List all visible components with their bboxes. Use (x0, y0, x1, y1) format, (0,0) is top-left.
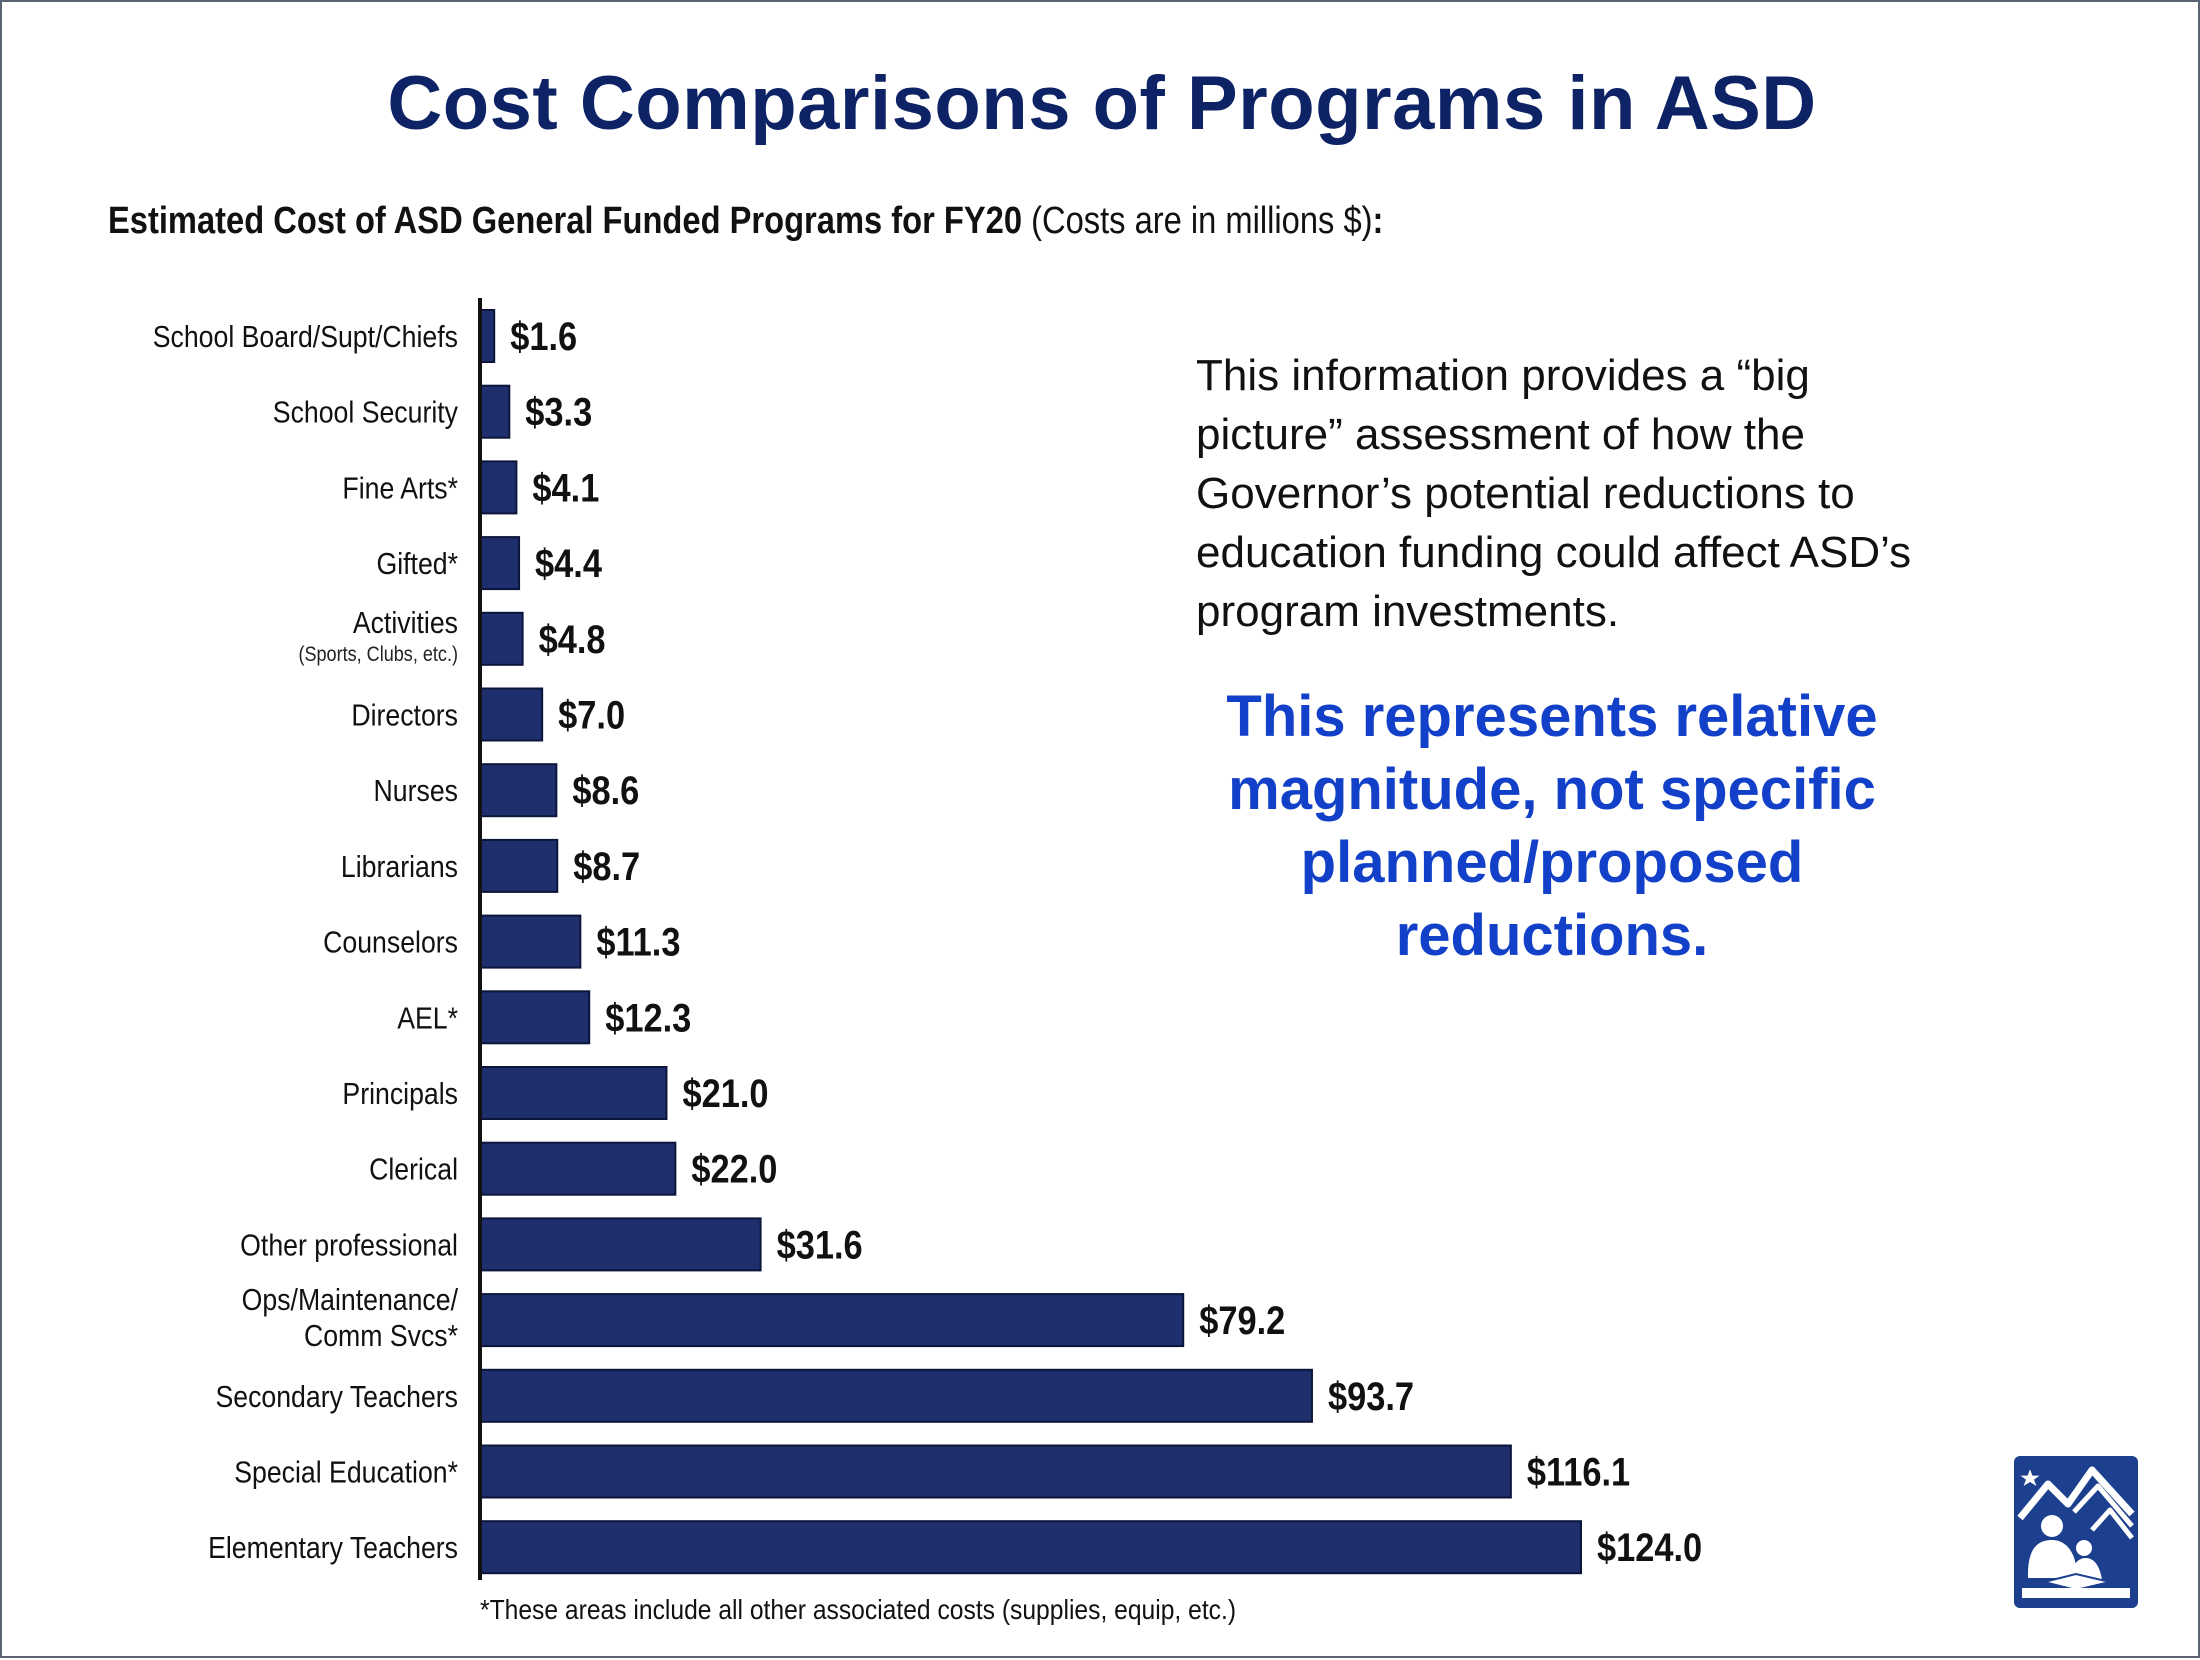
subtitle-units: (Costs are in millions $) (1022, 200, 1373, 242)
footnote: *These areas include all other associate… (480, 1594, 1237, 1625)
category-label-clerical: Clerical (369, 1153, 458, 1187)
chart-subtitle: Estimated Cost of ASD General Funded Pro… (108, 200, 1383, 243)
category-label-elementary-teachers: Elementary Teachers (208, 1531, 458, 1565)
value-label-gifted: $4.4 (535, 541, 602, 586)
value-label-directors: $7.0 (558, 692, 625, 737)
category-sublabel-activities: (Sports, Clubs, etc.) (298, 643, 458, 667)
value-label-secondary-teachers: $93.7 (1328, 1373, 1414, 1418)
asd-logo-icon (2014, 1456, 2138, 1608)
category-sublabel-ops-maintenance: Comm Svcs* (304, 1319, 458, 1353)
emphasis-text: This represents relative magnitude, not … (1226, 684, 1878, 968)
category-label-ops-maintenance: Ops/Maintenance/ (242, 1283, 459, 1317)
value-label-fine-arts: $4.1 (532, 465, 599, 510)
category-label-secondary-teachers: Secondary Teachers (215, 1380, 458, 1414)
bar-principals (479, 1066, 668, 1120)
bar-fine-arts (479, 460, 518, 515)
info-text: This information provides a “big picture… (1196, 351, 1912, 636)
bar-gifted (479, 536, 521, 591)
bar-nurses (479, 763, 558, 818)
category-label-other-professional: Other professional (240, 1229, 458, 1263)
value-label-activities: $4.8 (539, 616, 606, 661)
category-label-gifted: Gifted* (377, 547, 458, 581)
value-label-counselors: $11.3 (596, 919, 680, 964)
value-label-school-board-supt-chiefs: $1.6 (510, 314, 577, 359)
slide-title: Cost Comparisons of Programs in ASD (387, 61, 1817, 146)
subtitle-bold: Estimated Cost of ASD General Funded Pro… (108, 200, 1023, 242)
value-label-school-security: $3.3 (525, 389, 592, 434)
value-label-special-education: $116.1 (1527, 1449, 1630, 1494)
bar-librarians (479, 838, 559, 893)
bar-directors (479, 687, 544, 742)
category-label-librarians: Librarians (341, 850, 458, 884)
bar-ops-maintenance (479, 1293, 1185, 1348)
value-label-nurses: $8.6 (572, 768, 639, 813)
category-label-special-education: Special Education* (234, 1456, 458, 1490)
category-label-school-board-supt-chiefs: School Board/Supt/Chiefs (153, 320, 458, 354)
category-label-counselors: Counselors (323, 926, 458, 960)
value-label-clerical: $22.0 (691, 1146, 777, 1191)
value-label-principals: $21.0 (682, 1071, 768, 1116)
bar-activities (479, 611, 524, 666)
category-label-activities: Activities (353, 606, 458, 640)
category-label-principals: Principals (342, 1077, 458, 1111)
value-label-ops-maintenance: $79.2 (1199, 1298, 1285, 1343)
bar-clerical (479, 1141, 677, 1196)
bar-special-education (479, 1444, 1512, 1499)
category-label-school-security: School Security (273, 396, 459, 430)
category-label-ael: AEL* (397, 1001, 458, 1035)
value-label-ael: $12.3 (605, 995, 691, 1040)
bar-other-professional (479, 1217, 762, 1272)
bar-school-security (479, 384, 511, 439)
value-label-other-professional: $31.6 (777, 1222, 863, 1267)
subtitle-colon: : (1372, 200, 1384, 242)
category-label-nurses: Nurses (374, 774, 458, 808)
bar-school-board-supt-chiefs (479, 309, 496, 363)
bar-secondary-teachers (479, 1368, 1313, 1423)
bar-elementary-teachers (479, 1520, 1582, 1575)
bar-counselors (479, 914, 582, 969)
category-label-directors: Directors (351, 699, 458, 733)
bar-ael (479, 990, 591, 1045)
category-label-fine-arts: Fine Arts* (342, 472, 458, 506)
value-label-librarians: $8.7 (573, 843, 640, 888)
value-label-elementary-teachers: $124.0 (1597, 1525, 1702, 1570)
